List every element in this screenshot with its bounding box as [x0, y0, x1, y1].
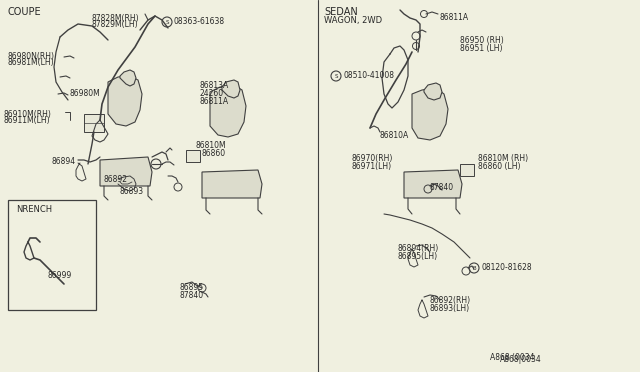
- Text: 86910M(RH): 86910M(RH): [4, 109, 52, 119]
- Text: 86895: 86895: [180, 283, 204, 292]
- Polygon shape: [404, 170, 462, 198]
- Text: SEDAN: SEDAN: [324, 7, 358, 17]
- Polygon shape: [424, 83, 442, 100]
- Text: 86892(RH): 86892(RH): [430, 295, 471, 305]
- Text: 86811A: 86811A: [440, 13, 469, 22]
- Polygon shape: [120, 70, 136, 86]
- Text: S: S: [165, 19, 169, 25]
- Text: A868 (0034: A868 (0034: [490, 353, 534, 362]
- Polygon shape: [412, 88, 448, 140]
- Text: 86893(LH): 86893(LH): [430, 304, 470, 312]
- Polygon shape: [210, 85, 246, 137]
- Text: 08120-81628: 08120-81628: [481, 263, 532, 273]
- Text: 86894(RH): 86894(RH): [398, 244, 439, 253]
- Bar: [8, 200, 96, 310]
- Text: 86950 (RH): 86950 (RH): [460, 35, 504, 45]
- Text: 86893: 86893: [120, 187, 144, 196]
- Text: S: S: [334, 74, 338, 78]
- Text: 87829M(LH): 87829M(LH): [92, 20, 139, 29]
- Text: 86810A: 86810A: [380, 131, 409, 140]
- Text: 86980N(RH): 86980N(RH): [8, 51, 55, 61]
- Text: 86810M: 86810M: [196, 141, 227, 151]
- Polygon shape: [108, 76, 142, 126]
- Text: 86811A: 86811A: [200, 97, 229, 106]
- Text: 87828M(RH): 87828M(RH): [92, 13, 140, 22]
- Text: 86894: 86894: [52, 157, 76, 167]
- Text: 08510-41008: 08510-41008: [343, 71, 394, 80]
- Text: 86860 (LH): 86860 (LH): [478, 161, 520, 170]
- Polygon shape: [202, 170, 262, 198]
- Bar: [84, 114, 104, 132]
- Text: NRENCH: NRENCH: [16, 205, 52, 215]
- Text: WAGON, 2WD: WAGON, 2WD: [324, 16, 382, 25]
- Text: 86999: 86999: [48, 272, 72, 280]
- Text: 86860: 86860: [202, 150, 226, 158]
- Text: 24260: 24260: [200, 90, 224, 99]
- Text: COUPE: COUPE: [8, 7, 42, 17]
- Text: B: B: [472, 266, 476, 270]
- Bar: [186, 150, 200, 162]
- Text: 86970(RH): 86970(RH): [352, 154, 394, 163]
- Text: 86892: 86892: [104, 174, 128, 183]
- Text: 86951 (LH): 86951 (LH): [460, 44, 502, 52]
- Text: A868|0034: A868|0034: [500, 356, 541, 365]
- Text: 86895(LH): 86895(LH): [398, 251, 438, 260]
- Text: 86911M(LH): 86911M(LH): [4, 116, 51, 125]
- Polygon shape: [222, 80, 240, 98]
- Text: 87840: 87840: [180, 292, 204, 301]
- Text: 86810M (RH): 86810M (RH): [478, 154, 528, 163]
- Bar: [460, 164, 474, 176]
- Text: 86813A: 86813A: [200, 81, 229, 90]
- Text: 87840: 87840: [430, 183, 454, 192]
- Text: 08363-61638: 08363-61638: [174, 17, 225, 26]
- Text: 86971(LH): 86971(LH): [352, 161, 392, 170]
- Polygon shape: [100, 157, 152, 186]
- Text: 86980M: 86980M: [70, 90, 100, 99]
- Text: 86981M(LH): 86981M(LH): [8, 58, 54, 67]
